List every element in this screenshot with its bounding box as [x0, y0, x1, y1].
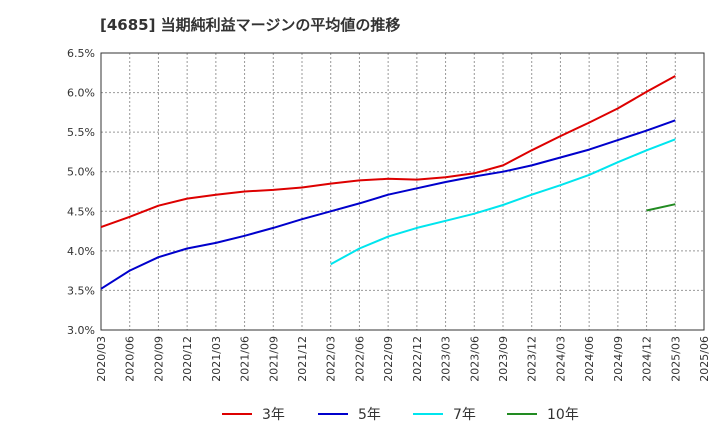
series-line-1: [100, 75, 676, 229]
y-tick-label: 3.5%: [67, 284, 95, 297]
y-tick-label: 5.0%: [67, 166, 95, 179]
x-tick-label: 2021/03: [210, 336, 223, 382]
y-tick-label: 4.0%: [67, 245, 95, 258]
y-tick-label: 3.0%: [67, 324, 95, 337]
y-tick-label: 6.0%: [67, 87, 95, 100]
x-tick-label: 2023/06: [468, 336, 481, 382]
legend-label-4: 10年: [547, 407, 579, 423]
x-tick-label: 2024/03: [554, 336, 567, 382]
x-tick-label: 2023/12: [526, 336, 539, 382]
x-tick-label: 2025/03: [669, 336, 682, 382]
plot-frame: [100, 52, 705, 331]
x-tick-label: 2025/06: [698, 336, 711, 382]
x-tick-label: 2022/09: [382, 336, 395, 382]
legend-label-2: 5年: [358, 407, 381, 423]
x-tick-label: 2020/12: [181, 336, 194, 382]
y-tick-label: 4.5%: [67, 205, 95, 218]
x-tick-label: 2022/12: [411, 336, 424, 382]
x-tick-label: 2021/06: [239, 336, 252, 382]
x-tick-label: 2020/03: [95, 336, 108, 382]
x-tick-label: 2020/09: [152, 336, 165, 382]
legend-label-3: 7年: [453, 407, 476, 423]
chart-title: [4685] 当期純利益マージンの平均値の推移: [100, 16, 401, 34]
legend-label-1: 3年: [262, 407, 285, 423]
x-tick-label: 2022/03: [325, 336, 338, 382]
x-tick-label: 2021/12: [296, 336, 309, 382]
x-tick-label: 2022/06: [353, 336, 366, 382]
y-tick-label: 6.5%: [67, 47, 95, 60]
x-tick-label: 2024/09: [612, 336, 625, 382]
series-line-4: [646, 203, 676, 212]
x-tick-label: 2021/09: [267, 336, 280, 382]
x-tick-label: 2023/03: [440, 336, 453, 382]
x-tick-label: 2020/06: [124, 336, 137, 382]
x-tick-label: 2024/12: [641, 336, 654, 382]
x-tick-label: 2023/09: [497, 336, 510, 382]
y-tick-label: 5.5%: [67, 126, 95, 139]
x-tick-label: 2024/06: [583, 336, 596, 382]
series-line-2: [100, 119, 676, 290]
series-line-3: [330, 138, 676, 266]
